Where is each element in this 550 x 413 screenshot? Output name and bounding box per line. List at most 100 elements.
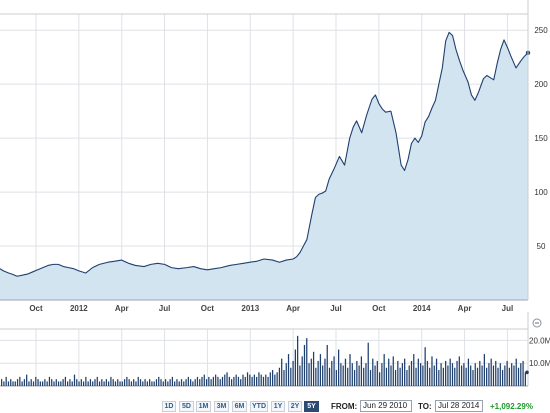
volume-bar — [333, 356, 335, 386]
volume-bar — [490, 358, 492, 386]
volume-bar — [155, 379, 158, 386]
range-button-1m[interactable]: 1M — [196, 401, 211, 412]
volume-bar — [258, 372, 260, 386]
volume-bar — [406, 370, 408, 386]
from-date-input[interactable]: Jun 29 2010 — [360, 400, 412, 412]
x-tick-label: Jul — [330, 304, 342, 313]
volume-bar — [511, 363, 513, 386]
volume-bar — [360, 356, 363, 386]
volume-bar — [367, 342, 369, 386]
volume-plot-background — [0, 329, 528, 386]
volume-bar — [174, 381, 176, 386]
x-tick-label: 2013 — [241, 304, 259, 313]
volume-bar — [394, 370, 397, 386]
volume-bar — [262, 376, 265, 386]
from-label: FROM: — [331, 402, 358, 411]
percent-change: +1,092.29% — [490, 402, 533, 411]
volume-bar — [281, 358, 283, 386]
volume-bar — [89, 379, 92, 386]
volume-y-tick-label: 10.0M — [529, 359, 550, 368]
volume-bar — [187, 376, 189, 386]
volume-bar — [501, 370, 504, 386]
volume-bar — [449, 358, 451, 386]
volume-bar — [440, 363, 442, 386]
range-button-5y[interactable]: 5Y — [304, 401, 319, 412]
volume-bar — [39, 381, 41, 386]
range-button-3m[interactable]: 3M — [214, 401, 229, 412]
volume-bar — [404, 358, 406, 386]
volume-bar — [508, 367, 511, 386]
volume-bar — [365, 363, 367, 386]
volume-bar — [317, 360, 319, 386]
volume-bar — [486, 367, 488, 386]
volume-bar — [285, 363, 287, 386]
x-tick-label: Apr — [286, 304, 300, 313]
volume-bar — [235, 374, 237, 386]
volume-resize-handle[interactable] — [532, 318, 542, 328]
price-y-tick-label: 150 — [534, 134, 548, 143]
volume-bar — [413, 354, 415, 386]
volume-y-tick-label: 20.0M — [529, 336, 550, 345]
volume-bar — [356, 360, 358, 386]
volume-bar — [497, 367, 499, 386]
volume-bar — [271, 370, 274, 386]
range-button-1y[interactable]: 1Y — [271, 401, 285, 412]
volume-bar — [335, 370, 337, 386]
range-button-1d[interactable]: 1D — [162, 401, 176, 412]
volume-bar — [26, 374, 28, 386]
volume-bar — [422, 365, 424, 386]
volume-bar — [158, 376, 160, 386]
volume-bar — [308, 363, 310, 386]
volume-bar — [390, 365, 392, 386]
volume-bar — [151, 381, 153, 386]
volume-bar — [276, 372, 278, 386]
x-tick-label: 2014 — [413, 304, 431, 313]
volume-bar — [164, 379, 167, 386]
volume-bar — [169, 379, 171, 386]
x-tick-label: Apr — [115, 304, 129, 313]
range-button-6m[interactable]: 6M — [232, 401, 247, 412]
volume-bar — [12, 381, 14, 386]
volume-bar — [1, 379, 3, 386]
volume-bar — [256, 376, 258, 386]
volume-bar — [445, 360, 447, 386]
volume-bar — [283, 370, 285, 386]
volume-bar — [433, 365, 435, 386]
volume-bar — [210, 379, 212, 386]
price-y-tick-label: 50 — [537, 242, 546, 251]
volume-bar — [426, 360, 429, 386]
x-tick-labels: Oct 2012 Apr Jul Oct 2013 Apr Jul Oct 2014 Apr Jul — [29, 304, 513, 313]
volume-bar — [488, 363, 490, 386]
volume-bar — [328, 367, 331, 386]
volume-bar — [287, 354, 290, 386]
volume-bar — [408, 365, 410, 386]
volume-bar — [208, 376, 210, 386]
volume-bar — [265, 374, 267, 386]
volume-bar — [183, 381, 185, 386]
volume-bar — [3, 381, 5, 386]
volume-bar — [246, 372, 249, 386]
range-button-5d[interactable]: 5D — [179, 401, 194, 412]
x-tick-label: Jul — [502, 304, 514, 313]
volume-bar — [299, 365, 301, 386]
price-y-tick-label: 200 — [534, 80, 548, 89]
volume-bar — [499, 363, 501, 386]
to-date-input[interactable]: Jul 28 2014 — [435, 400, 483, 412]
volume-bar — [274, 374, 276, 386]
volume-bar — [112, 379, 114, 386]
volume-bar — [82, 381, 85, 386]
volume-bar — [522, 360, 524, 386]
volume-bar — [506, 360, 508, 386]
volume-bar — [401, 363, 404, 386]
volume-bar — [438, 370, 440, 386]
range-button-2y[interactable]: 2Y — [288, 401, 302, 412]
volume-bar — [292, 360, 294, 386]
price-y-tick-label: 250 — [534, 26, 548, 35]
range-button-ytd[interactable]: YTD — [250, 401, 268, 412]
volume-bar — [5, 376, 7, 386]
volume-bar — [322, 365, 324, 386]
price-y-tick-label: 100 — [534, 188, 548, 197]
volume-bar — [269, 372, 271, 386]
volume-bar — [92, 381, 94, 386]
volume-bar — [64, 376, 67, 386]
